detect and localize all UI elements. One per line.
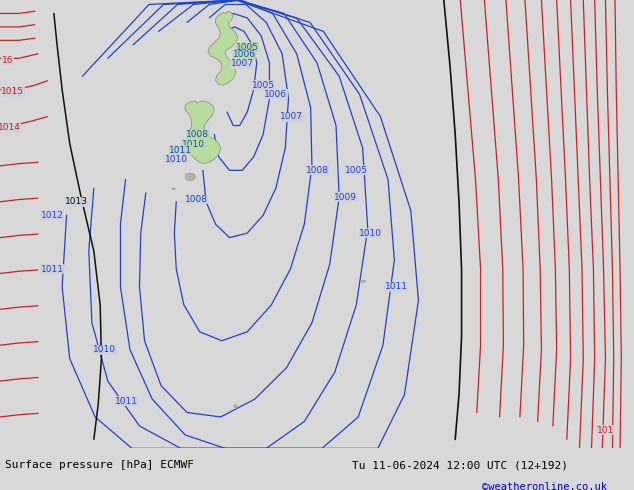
Text: 1014: 1014 [0,123,21,132]
Text: 1009: 1009 [334,193,357,202]
Text: 1010: 1010 [182,140,205,149]
Text: 1011: 1011 [169,146,192,155]
Text: 1011: 1011 [385,282,408,292]
Text: 1011: 1011 [41,265,63,273]
Text: 1008: 1008 [306,166,328,175]
Text: 101: 101 [597,426,614,435]
Text: 1011: 1011 [115,397,138,406]
Text: 1012: 1012 [41,211,63,220]
Text: 1015: 1015 [1,87,24,97]
Text: Tu 11-06-2024 12:00 UTC (12+192): Tu 11-06-2024 12:00 UTC (12+192) [352,460,568,470]
Text: 1010: 1010 [93,345,116,354]
Text: 1007: 1007 [280,112,303,121]
Text: 16: 16 [2,56,13,65]
Text: Surface pressure [hPa] ECMWF: Surface pressure [hPa] ECMWF [5,460,194,470]
Text: 1010: 1010 [165,155,188,164]
Text: 1006: 1006 [233,50,256,59]
Text: 1005: 1005 [345,166,368,175]
Text: 1005: 1005 [236,43,259,51]
Text: ©weatheronline.co.uk: ©weatheronline.co.uk [482,482,607,490]
Text: 1008: 1008 [186,130,209,139]
Text: 1008: 1008 [185,195,208,204]
Text: 1007: 1007 [231,59,254,68]
Text: 1013: 1013 [65,197,87,206]
Text: 1005: 1005 [252,81,275,90]
Text: 1006: 1006 [264,90,287,98]
Text: 1010: 1010 [359,229,382,238]
